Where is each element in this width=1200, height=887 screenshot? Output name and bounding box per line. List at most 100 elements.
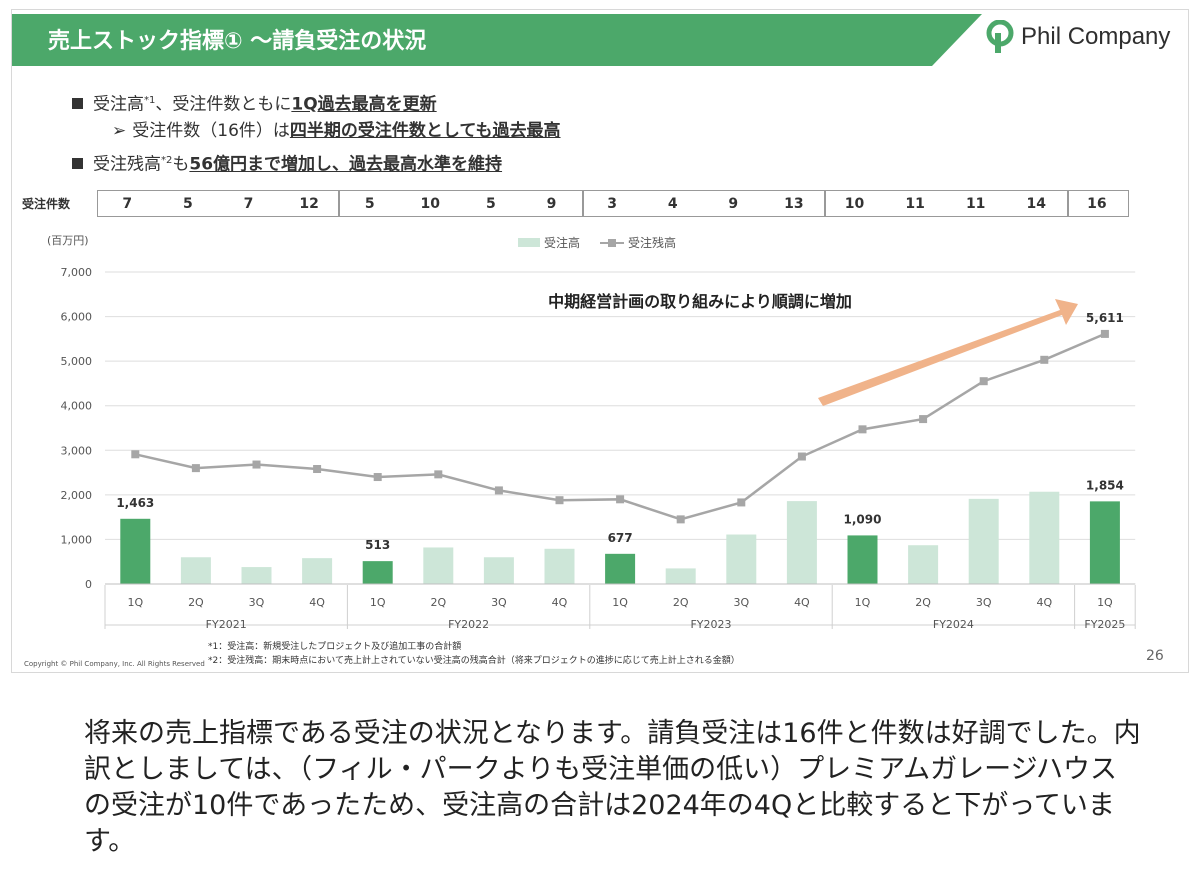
line-point-backlog bbox=[555, 496, 564, 505]
bar-orders bbox=[302, 558, 333, 584]
bar-orders bbox=[1029, 491, 1060, 584]
x-tick-label: 3Q bbox=[976, 596, 992, 609]
line-point-backlog bbox=[979, 377, 988, 386]
trend-annotation: 中期経営計画の取り組みにより順調に増加 bbox=[548, 292, 852, 311]
narration-caption: 将来の売上指標である受注の状況となります。請負受注は16件と件数は好調でした。内… bbox=[84, 718, 1141, 857]
line-point-backlog bbox=[373, 473, 382, 482]
bullet-list: 受注高*1、受注件数ともに1Q過去最高を更新 ➢ 受注件数（16件）は四半期の受注… bbox=[72, 88, 561, 178]
order-count-cell: 11 bbox=[965, 196, 986, 212]
order-count-cell: 13 bbox=[784, 196, 804, 212]
line-point-backlog bbox=[1100, 329, 1109, 338]
order-count-cell: 14 bbox=[1026, 196, 1047, 212]
x-tick-label: 3Q bbox=[491, 596, 507, 609]
bar-orders bbox=[180, 557, 211, 584]
order-count-cell: 7 bbox=[243, 196, 254, 212]
line-point-backlog bbox=[676, 515, 685, 524]
y-tick-label: 1,000 bbox=[61, 533, 93, 546]
order-count-cell: 5 bbox=[183, 196, 193, 212]
legend-bar-swatch bbox=[518, 238, 540, 247]
x-tick-label: 4Q bbox=[552, 596, 568, 609]
x-tick-label: 4Q bbox=[309, 596, 325, 609]
footnotes: *1：受注高：新規受注したプロジェクト及び追加工事の合計額 *2：受注残高：期末… bbox=[208, 640, 740, 668]
order-count-cell: 16 bbox=[1087, 196, 1107, 212]
square-bullet-icon bbox=[72, 157, 83, 169]
bar-orders bbox=[786, 501, 817, 584]
line-point-backlog bbox=[494, 486, 503, 495]
order-count-cell: 4 bbox=[667, 196, 678, 212]
order-count-group-box bbox=[824, 190, 1069, 217]
x-tick-label: 1Q bbox=[127, 596, 143, 609]
bullet-2: 受注残高*2も56億円まで増加し、過去最高水準を維持 bbox=[72, 148, 561, 178]
order-count-label: 受注件数 bbox=[22, 197, 71, 211]
line-point-backlog bbox=[1040, 355, 1049, 364]
bar-orders bbox=[726, 534, 757, 584]
x-tick-label: 3Q bbox=[733, 596, 749, 609]
data-label: 5,611 bbox=[1086, 311, 1124, 325]
legend-label-backlog: 受注残高 bbox=[628, 235, 676, 250]
logo-text: Phil Company bbox=[1021, 23, 1171, 50]
data-label: 1,463 bbox=[116, 496, 154, 510]
line-point-backlog bbox=[252, 460, 261, 469]
data-label: 677 bbox=[608, 531, 633, 545]
bar-orders bbox=[605, 553, 636, 584]
x-tick-label: 1Q bbox=[612, 596, 628, 609]
order-count-cell: 11 bbox=[905, 196, 925, 212]
arrow-bullet-icon: ➢ bbox=[112, 121, 127, 141]
bar-orders bbox=[968, 498, 999, 584]
line-point-backlog bbox=[919, 415, 928, 424]
order-count-row: 受注件数 bbox=[22, 190, 102, 217]
bullet-1-sub: ➢ 受注件数（16件）は四半期の受注件数としても過去最高 bbox=[112, 121, 561, 141]
x-group-label: FY2025 bbox=[1084, 618, 1125, 631]
x-group-label: FY2021 bbox=[206, 618, 247, 631]
title-band bbox=[12, 14, 932, 66]
order-count-cell: 3 bbox=[607, 196, 617, 212]
bar-orders bbox=[908, 545, 939, 584]
bullet-1: 受注高*1、受注件数ともに1Q過去最高を更新 bbox=[72, 88, 561, 118]
y-tick-label: 0 bbox=[85, 578, 92, 591]
legend-label-orders: 受注高 bbox=[544, 235, 580, 250]
bar-orders bbox=[847, 535, 878, 584]
x-group-label: FY2022 bbox=[448, 618, 489, 631]
order-count-cell: 5 bbox=[364, 196, 375, 212]
x-tick-label: 3Q bbox=[249, 596, 265, 609]
company-logo: Phil Company bbox=[985, 20, 1170, 54]
y-tick-label: 3,000 bbox=[61, 444, 93, 457]
slide-title: 売上ストック指標① ～請負受注の状況 bbox=[48, 29, 427, 54]
copyright: Copyright © Phil Company, Inc. All Right… bbox=[24, 660, 205, 668]
order-count-cell: 10 bbox=[420, 196, 441, 212]
line-point-backlog bbox=[191, 464, 200, 473]
trend-arrow-icon bbox=[818, 299, 1078, 406]
order-count-group-box bbox=[339, 190, 584, 217]
x-tick-label: 1Q bbox=[1097, 596, 1113, 609]
title-band-cut bbox=[932, 14, 982, 66]
line-point-backlog bbox=[737, 498, 746, 507]
bar-orders bbox=[483, 557, 514, 584]
data-label: 1,090 bbox=[844, 512, 882, 526]
order-count-cell: 9 bbox=[546, 196, 557, 212]
legend-line-marker bbox=[608, 239, 616, 247]
x-tick-label: 4Q bbox=[1036, 596, 1052, 609]
bar-orders bbox=[362, 561, 393, 584]
bar-orders bbox=[241, 567, 272, 584]
line-point-backlog bbox=[313, 465, 322, 474]
order-chart: (百万円) 0 1,000 2,000 3,000 4,000 5,000 6,000 7,00… bbox=[47, 234, 1136, 631]
y-tick-label: 7,000 bbox=[61, 266, 93, 279]
data-label: 1,854 bbox=[1086, 478, 1124, 492]
order-count-group-box bbox=[581, 190, 827, 217]
order-count-cell: 7 bbox=[122, 196, 133, 212]
line-point-backlog bbox=[131, 450, 140, 459]
y-tick-label: 5,000 bbox=[61, 355, 93, 368]
line-point-backlog bbox=[797, 452, 806, 461]
x-tick-label: 4Q bbox=[794, 596, 810, 609]
square-bullet-icon bbox=[72, 97, 83, 109]
order-count-group-box bbox=[97, 190, 340, 217]
line-point-backlog bbox=[616, 495, 625, 504]
x-tick-label: 2Q bbox=[430, 596, 446, 609]
x-tick-label: 1Q bbox=[370, 596, 386, 609]
order-count-cell: 10 bbox=[844, 196, 865, 212]
data-label: 513 bbox=[365, 538, 390, 552]
order-count-cell: 12 bbox=[299, 196, 319, 212]
line-point-backlog bbox=[434, 470, 443, 479]
order-count-cell: 9 bbox=[728, 196, 739, 212]
x-group-label: FY2023 bbox=[690, 618, 731, 631]
